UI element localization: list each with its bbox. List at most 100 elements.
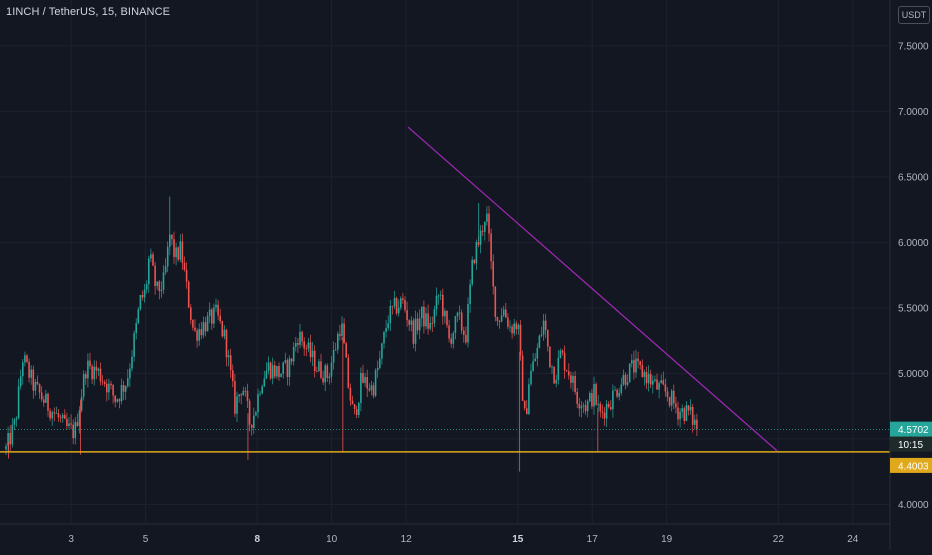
candle[interactable] [158,279,161,300]
candle[interactable] [120,378,123,405]
candle[interactable] [351,395,354,405]
candle[interactable] [74,416,77,445]
candle[interactable] [208,302,211,324]
candle[interactable] [253,407,255,434]
candle[interactable] [343,318,345,344]
candle[interactable] [570,371,572,389]
candle[interactable] [334,342,337,351]
candle[interactable] [64,409,66,419]
candle[interactable] [78,406,81,434]
candle[interactable] [116,398,119,403]
candle[interactable] [307,337,310,353]
candle[interactable] [555,374,557,388]
candle[interactable] [530,363,532,386]
candle[interactable] [7,426,9,453]
candle[interactable] [169,233,171,256]
candle[interactable] [402,292,404,304]
candle[interactable] [475,239,478,270]
candle[interactable] [108,378,110,400]
candle[interactable] [605,399,608,428]
candle[interactable] [685,400,688,422]
candle[interactable] [647,365,650,392]
candle[interactable] [183,256,186,272]
candle[interactable] [410,315,413,332]
candle[interactable] [49,408,51,421]
candle[interactable] [284,352,287,365]
candle[interactable] [232,364,234,388]
candle[interactable] [624,372,627,390]
candle[interactable] [618,388,620,401]
candle[interactable] [387,315,389,331]
candle[interactable] [206,311,209,332]
candle[interactable] [301,330,303,347]
candle[interactable] [297,337,299,353]
candle[interactable] [271,357,274,385]
candle[interactable] [238,394,240,403]
candle[interactable] [486,206,488,226]
candle[interactable] [404,296,406,313]
currency-button[interactable]: USDT [898,6,930,24]
candle[interactable] [196,328,198,348]
candle[interactable] [278,362,280,381]
candle[interactable] [322,370,324,386]
candle[interactable] [435,287,438,317]
candle[interactable] [452,331,455,349]
candle[interactable] [637,351,639,369]
candle[interactable] [95,360,98,380]
candle[interactable] [225,328,228,367]
candle[interactable] [179,234,182,263]
candle[interactable] [85,371,87,385]
candle[interactable] [496,316,499,326]
candle[interactable] [521,350,524,402]
candle[interactable] [433,305,436,328]
candle[interactable] [540,326,543,338]
candle[interactable] [110,380,112,390]
candle[interactable] [66,412,68,430]
candle[interactable] [660,374,662,384]
candle[interactable] [97,367,100,376]
candle[interactable] [34,379,37,396]
candle[interactable] [200,321,203,340]
candle[interactable] [263,370,266,388]
candle[interactable] [492,254,494,295]
candle[interactable] [171,234,173,246]
candle[interactable] [204,316,207,337]
candle[interactable] [68,417,70,429]
candle[interactable] [519,319,522,361]
candle[interactable] [633,351,635,380]
candle[interactable] [198,323,200,346]
candle[interactable] [313,345,316,378]
candle[interactable] [364,372,366,387]
candle[interactable] [355,405,358,419]
candle[interactable] [450,333,452,348]
candle[interactable] [603,407,606,426]
candle[interactable] [549,346,551,369]
candle[interactable] [511,324,513,339]
candle[interactable] [13,417,16,431]
candle[interactable] [145,280,148,294]
candle[interactable] [584,399,587,415]
candle[interactable] [288,355,291,386]
candle[interactable] [11,417,14,448]
candle[interactable] [175,242,177,266]
candle[interactable] [17,378,20,420]
candle[interactable] [156,281,158,290]
candle[interactable] [673,384,675,410]
candle[interactable] [150,248,152,263]
candle[interactable] [622,369,625,387]
candle[interactable] [500,307,503,323]
candle[interactable] [379,350,381,370]
candle[interactable] [366,369,368,398]
candle[interactable] [544,313,547,339]
candle[interactable] [517,323,520,335]
candle[interactable] [471,256,473,287]
candle[interactable] [368,383,371,392]
candle[interactable] [418,309,421,340]
candle[interactable] [347,354,350,389]
candle[interactable] [137,306,140,325]
candle[interactable] [318,358,320,372]
candle[interactable] [103,379,106,387]
candle[interactable] [148,255,150,293]
candle[interactable] [295,337,297,352]
